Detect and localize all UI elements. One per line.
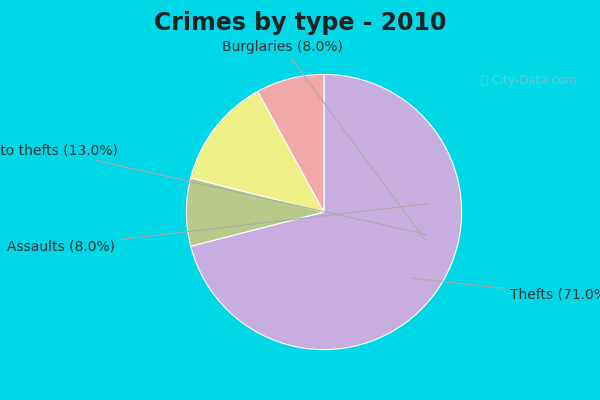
- Text: Crimes by type - 2010: Crimes by type - 2010: [154, 11, 446, 35]
- Text: Auto thefts (13.0%): Auto thefts (13.0%): [0, 143, 426, 234]
- Text: ⓘ City-Data.com: ⓘ City-Data.com: [481, 74, 577, 87]
- Text: Burglaries (8.0%): Burglaries (8.0%): [222, 40, 425, 240]
- Wedge shape: [191, 92, 324, 212]
- Wedge shape: [191, 74, 461, 350]
- Wedge shape: [258, 74, 324, 212]
- Wedge shape: [187, 178, 324, 246]
- Text: Thefts (71.0%): Thefts (71.0%): [412, 278, 600, 302]
- Text: Assaults (8.0%): Assaults (8.0%): [7, 204, 428, 254]
